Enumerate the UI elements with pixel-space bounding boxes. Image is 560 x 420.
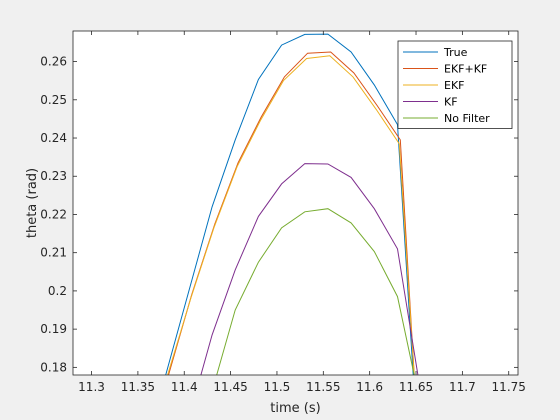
x-tick-label: 11.5 <box>264 380 291 394</box>
y-tick-label: 0.21 <box>40 246 67 260</box>
y-tick-label: 0.19 <box>40 322 67 336</box>
legend-label-3: KF <box>444 96 458 109</box>
x-tick-label: 11.75 <box>492 380 526 394</box>
x-tick-label: 11.55 <box>306 380 340 394</box>
x-axis-label: time (s) <box>270 401 320 416</box>
legend-label-4: No Filter <box>444 112 490 125</box>
x-tick-label: 11.4 <box>171 380 198 394</box>
x-tick-label: 11.35 <box>121 380 155 394</box>
series-layer <box>165 33 419 375</box>
y-axis-label: theta (rad) <box>25 168 40 238</box>
axes-box <box>72 30 519 376</box>
series-line-4 <box>216 208 415 375</box>
legend-label-0: True <box>443 46 468 59</box>
y-tick-label: 0.18 <box>40 360 67 374</box>
legend-label-1: EKF+KF <box>444 63 487 76</box>
x-tick-label: 11.65 <box>399 380 433 394</box>
series-line-3 <box>200 163 419 375</box>
y-tick-label: 0.22 <box>40 207 67 221</box>
x-tick-label: 11.3 <box>78 380 105 394</box>
x-tick-label: 11.45 <box>213 380 247 394</box>
y-tick-label: 0.2 <box>48 284 67 298</box>
y-tick-label: 0.23 <box>40 169 67 183</box>
legend-label-2: EKF <box>444 79 465 92</box>
axes-layer: 11.3 11.35 11.4 11.45 11.5 11.55 11.6 11.65 11.7… <box>40 30 526 394</box>
y-tick-label: 0.24 <box>40 131 67 145</box>
series-line-2 <box>167 55 415 375</box>
series-line-0 <box>165 33 414 375</box>
legend: True EKF+KF EKF KF No Filter <box>397 40 513 129</box>
x-tick-label: 11.7 <box>449 380 476 394</box>
y-tick-label: 0.25 <box>40 93 67 107</box>
y-tick-label: 0.26 <box>40 55 67 69</box>
x-tick-label: 11.6 <box>356 380 383 394</box>
